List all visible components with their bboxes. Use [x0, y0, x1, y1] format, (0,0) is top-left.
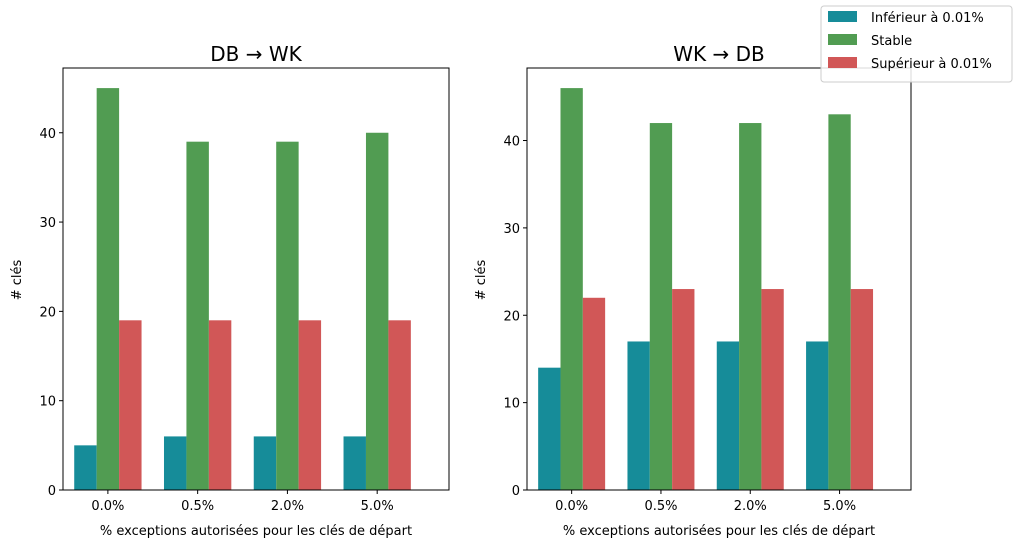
y-tick-label: 20 — [503, 309, 520, 324]
bar-inferieur-a-0-01-0-0 — [74, 445, 97, 490]
bar-stable-5-0 — [828, 114, 851, 490]
bar-stable-0-0 — [96, 88, 120, 490]
x-axis-label: % exceptions autorisées pour les clés de… — [100, 524, 412, 539]
right-chart-wk-to-db: WK → DB # clés % exceptions autorisées p… — [474, 42, 912, 539]
bar-inferieur-a-0-01-5-0 — [806, 341, 829, 490]
chart-title: DB → WK — [210, 42, 302, 66]
bar-superieur-a-0-01-0-5 — [208, 320, 232, 490]
left-chart-db-to-wk: DB → WK # clés % exceptions autorisées p… — [10, 42, 450, 539]
bar-stable-0-5 — [649, 123, 673, 490]
bar-inferieur-a-0-01-2-0 — [253, 436, 277, 490]
legend-label-inferieur-a-0-01: Inférieur à 0.01% — [871, 11, 984, 26]
x-tick-label: 5.0% — [823, 499, 856, 514]
legend-swatch-inferieur-a-0-01 — [828, 11, 857, 22]
x-tick-label: 2.0% — [734, 499, 767, 514]
x-tick-label: 2.0% — [271, 499, 304, 514]
y-tick-label: 10 — [503, 397, 520, 412]
legend-frame — [820, 5, 1013, 83]
bar-stable-2-0 — [739, 123, 762, 490]
y-axis-label: # clés — [474, 259, 489, 300]
x-tick-label: 5.0% — [361, 499, 394, 514]
bar-superieur-a-0-01-2-0 — [761, 289, 784, 490]
bar-superieur-a-0-01-0-0 — [119, 320, 142, 490]
x-tick-label: 0.0% — [91, 499, 124, 514]
x-tick-label: 0.5% — [644, 499, 677, 514]
legend-swatch-stable — [828, 34, 857, 45]
bar-superieur-a-0-01-5-0 — [850, 289, 874, 490]
y-tick-label: 0 — [48, 484, 56, 499]
y-tick-label: 40 — [39, 127, 56, 142]
x-tick-label: 0.0% — [555, 499, 588, 514]
y-tick-label: 20 — [39, 305, 56, 320]
y-tick-label: 40 — [503, 135, 520, 150]
bar-superieur-a-0-01-2-0 — [298, 320, 322, 490]
bar-inferieur-a-0-01-0-5 — [627, 341, 650, 490]
x-tick-label: 0.5% — [181, 499, 214, 514]
bar-inferieur-a-0-01-0-0 — [538, 367, 561, 490]
bar-stable-0-5 — [186, 141, 209, 490]
legend: Inférieur à 0.01% Stable Supérieur à 0.01% — [820, 5, 1013, 83]
bar-inferieur-a-0-01-5-0 — [343, 436, 366, 490]
axes-frame — [526, 67, 912, 491]
bar-superieur-a-0-01-0-0 — [582, 297, 606, 490]
legend-label-superieur-a-0-01: Supérieur à 0.01% — [871, 57, 992, 72]
bar-stable-2-0 — [276, 141, 299, 490]
y-tick-label: 30 — [39, 216, 56, 231]
bar-stable-5-0 — [365, 132, 389, 490]
bar-inferieur-a-0-01-0-5 — [163, 436, 187, 490]
y-tick-label: 30 — [503, 222, 520, 237]
bar-stable-0-0 — [560, 88, 583, 490]
y-tick-label: 10 — [39, 395, 56, 410]
legend-label-stable: Stable — [871, 34, 912, 49]
bar-superieur-a-0-01-5-0 — [388, 320, 411, 490]
y-axis-label: # clés — [10, 259, 25, 300]
axes-frame — [62, 67, 450, 491]
x-axis-label: % exceptions autorisées pour les clés de… — [563, 524, 875, 539]
bar-superieur-a-0-01-0-5 — [672, 289, 695, 490]
y-tick-label: 0 — [512, 484, 520, 499]
chart-title: WK → DB — [673, 42, 764, 66]
legend-swatch-superieur-a-0-01 — [828, 57, 857, 68]
bar-inferieur-a-0-01-2-0 — [716, 341, 740, 490]
